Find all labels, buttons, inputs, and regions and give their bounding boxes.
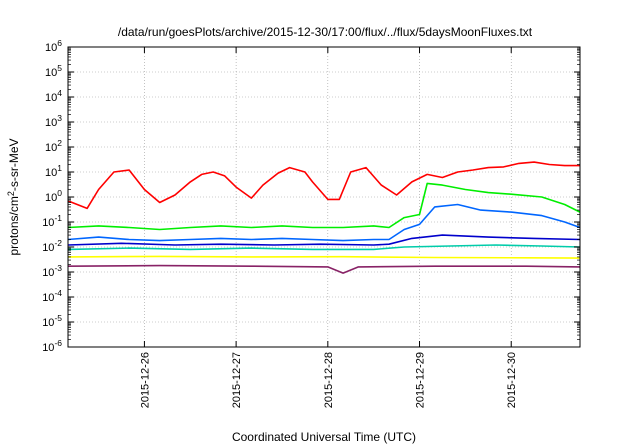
y-axis-label: protons/cm2-s-sr-MeV <box>6 138 21 255</box>
x-tick-label: 2015-12-28 <box>323 352 335 408</box>
series-group <box>67 161 581 274</box>
x-tick-label: 2015-12-30 <box>506 352 518 408</box>
series-line-7 <box>67 264 581 274</box>
y-tick-label: 103 <box>45 113 62 129</box>
y-tick-label: 10-1 <box>42 213 62 229</box>
x-tick-label: 2015-12-27 <box>231 352 243 408</box>
y-axis-label-sup: 2 <box>6 191 16 196</box>
y-tick-label: 106 <box>45 38 62 54</box>
chart-title: /data/run/goesPlots/archive/2015-12-30/1… <box>118 25 533 39</box>
y-tick-label: 104 <box>45 88 62 104</box>
grid-lines <box>68 47 580 347</box>
series-line-3 <box>67 203 581 242</box>
y-axis: 10-6 10-5 10-4 10-3 10-2 10-1 100 101 102 103 104 1… <box>42 38 580 354</box>
series-line-2 <box>67 182 581 231</box>
y-tick-label: 10-4 <box>42 288 62 304</box>
series-line-6 <box>67 255 581 259</box>
series-line-5 <box>67 244 581 251</box>
y-tick-label: 105 <box>45 63 62 79</box>
y-tick-label: 10-5 <box>42 313 62 329</box>
y-tick-label: 10-3 <box>42 263 62 279</box>
y-axis-label-tail: -s-sr-MeV <box>7 138 21 191</box>
y-tick-label: 101 <box>45 163 62 179</box>
x-axis: 2015-12-26 2015-12-27 2015-12-28 2015-12-29… <box>139 47 518 408</box>
y-tick-label: 102 <box>45 138 62 154</box>
x-tick-label: 2015-12-29 <box>415 352 427 408</box>
x-tick-label: 2015-12-26 <box>139 352 151 408</box>
y-tick-label: 10-6 <box>42 338 62 354</box>
y-tick-label: 10-2 <box>42 238 62 254</box>
y-tick-label: 100 <box>45 188 62 204</box>
series-line-1 <box>67 161 580 210</box>
y-axis-label-main: protons/cm <box>7 196 21 255</box>
series-line-4 <box>67 234 581 246</box>
x-axis-label: Coordinated Universal Time (UTC) <box>232 430 416 444</box>
